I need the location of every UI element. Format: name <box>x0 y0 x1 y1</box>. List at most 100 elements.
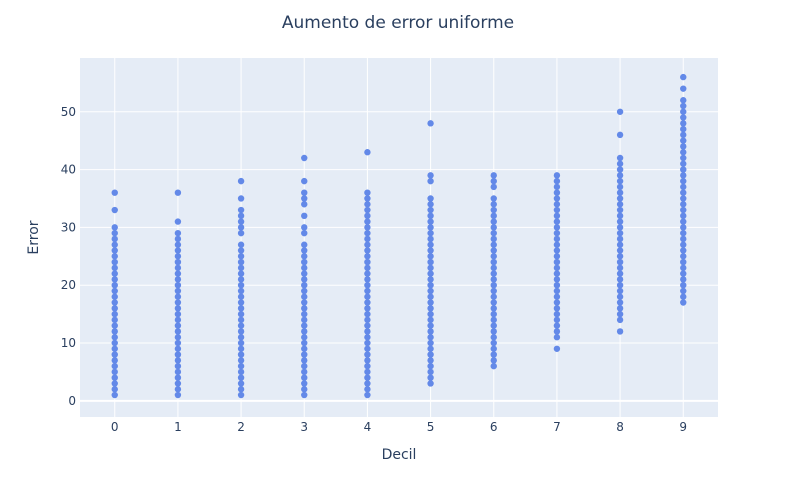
data-point <box>680 183 687 191</box>
data-point <box>174 345 182 352</box>
data-point <box>111 374 118 381</box>
data-point <box>237 380 245 387</box>
data-point <box>364 293 371 300</box>
data-point <box>364 224 371 231</box>
data-point <box>111 322 118 329</box>
data-point <box>237 241 245 248</box>
data-point <box>301 253 308 260</box>
y-tick-label: 40 <box>61 163 76 177</box>
data-point <box>427 305 434 312</box>
y-tick-labels: 0 10 20 30 40 50 <box>61 105 76 408</box>
data-point <box>680 195 687 202</box>
data-point <box>616 206 624 214</box>
data-point <box>490 247 497 254</box>
data-point <box>680 189 687 196</box>
data-point <box>364 287 371 295</box>
data-point <box>364 212 371 220</box>
data-point <box>174 368 182 376</box>
data-point <box>111 310 118 318</box>
data-point <box>301 276 308 283</box>
data-point <box>427 345 434 352</box>
data-point <box>490 270 497 277</box>
data-point <box>553 328 561 335</box>
data-point <box>364 218 371 225</box>
data-point <box>616 172 624 179</box>
data-point <box>490 206 497 214</box>
data-point <box>490 345 497 352</box>
data-point <box>553 218 561 225</box>
data-point <box>680 212 687 220</box>
data-point <box>364 374 371 381</box>
data-point <box>553 258 561 266</box>
data-point <box>490 362 497 370</box>
data-point <box>680 264 687 272</box>
y-tick-label: 30 <box>61 220 76 234</box>
data-point <box>680 85 687 92</box>
data-point <box>237 334 245 341</box>
data-point <box>616 241 624 248</box>
data-point <box>301 264 308 272</box>
data-point <box>301 362 308 370</box>
data-point <box>301 212 308 220</box>
data-point <box>237 310 245 318</box>
data-point <box>490 201 497 208</box>
data-point <box>680 229 687 237</box>
data-point <box>490 172 497 179</box>
data-point <box>111 281 118 289</box>
data-point <box>301 386 308 393</box>
data-point <box>174 229 182 237</box>
data-point <box>553 183 561 191</box>
data-point <box>364 316 371 324</box>
data-point <box>111 334 118 341</box>
data-point <box>364 241 371 248</box>
data-point <box>111 253 118 260</box>
data-point <box>174 305 182 312</box>
data-point <box>616 229 624 237</box>
data-point <box>427 241 434 248</box>
data-point <box>427 224 434 231</box>
data-point <box>427 172 434 179</box>
data-point <box>427 362 434 370</box>
data-point <box>616 258 624 266</box>
data-point <box>301 154 308 162</box>
data-point <box>301 258 308 266</box>
data-point <box>364 351 371 358</box>
data-point <box>301 189 308 196</box>
x-tick-label: 3 <box>300 420 308 434</box>
data-point <box>174 362 182 370</box>
x-tick-label: 1 <box>174 420 182 434</box>
data-point <box>111 345 118 352</box>
data-point <box>680 172 687 179</box>
data-point <box>680 281 687 289</box>
data-point <box>553 334 561 341</box>
data-point <box>301 339 308 347</box>
data-point <box>364 345 371 352</box>
data-point <box>680 137 687 144</box>
data-point <box>111 305 118 312</box>
data-point <box>427 374 434 381</box>
data-point <box>680 241 687 248</box>
data-point <box>427 339 434 347</box>
data-point <box>237 362 245 370</box>
data-point <box>237 229 245 237</box>
data-point <box>364 305 371 312</box>
data-point <box>427 218 434 225</box>
data-point <box>237 305 245 312</box>
data-point <box>301 357 308 364</box>
data-point <box>680 114 687 121</box>
data-point <box>680 293 687 300</box>
data-point <box>301 270 308 277</box>
data-point <box>680 143 687 150</box>
data-point <box>490 276 497 283</box>
data-point <box>553 322 561 329</box>
data-point <box>174 235 182 243</box>
data-point <box>111 206 118 214</box>
data-point <box>616 310 624 318</box>
data-point <box>490 328 497 335</box>
data-point <box>237 206 245 214</box>
data-point <box>553 177 561 185</box>
data-point <box>616 189 624 196</box>
data-point <box>301 195 308 202</box>
data-point <box>490 235 497 243</box>
